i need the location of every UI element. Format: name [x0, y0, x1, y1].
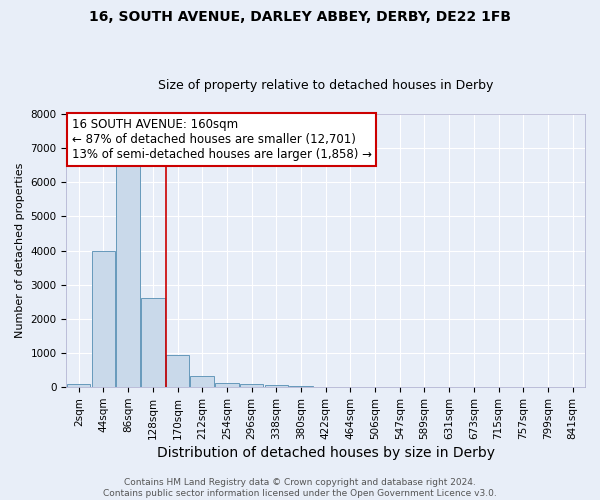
Title: Size of property relative to detached houses in Derby: Size of property relative to detached ho…: [158, 79, 493, 92]
Bar: [116, 162, 140, 387]
X-axis label: Distribution of detached houses by size in Derby: Distribution of detached houses by size …: [157, 446, 495, 460]
Bar: [92, 250, 115, 387]
Text: 16 SOUTH AVENUE: 160sqm
← 87% of detached houses are smaller (12,701)
13% of sem: 16 SOUTH AVENUE: 160sqm ← 87% of detache…: [71, 118, 371, 161]
Text: 16, SOUTH AVENUE, DARLEY ABBEY, DERBY, DE22 1FB: 16, SOUTH AVENUE, DARLEY ABBEY, DERBY, D…: [89, 10, 511, 24]
Bar: [265, 386, 288, 387]
Text: Contains HM Land Registry data © Crown copyright and database right 2024.
Contai: Contains HM Land Registry data © Crown c…: [103, 478, 497, 498]
Y-axis label: Number of detached properties: Number of detached properties: [15, 163, 25, 338]
Bar: [289, 386, 313, 387]
Bar: [190, 376, 214, 387]
Bar: [141, 298, 164, 387]
Bar: [67, 384, 91, 387]
Bar: [215, 383, 239, 387]
Bar: [166, 355, 189, 387]
Bar: [240, 384, 263, 387]
